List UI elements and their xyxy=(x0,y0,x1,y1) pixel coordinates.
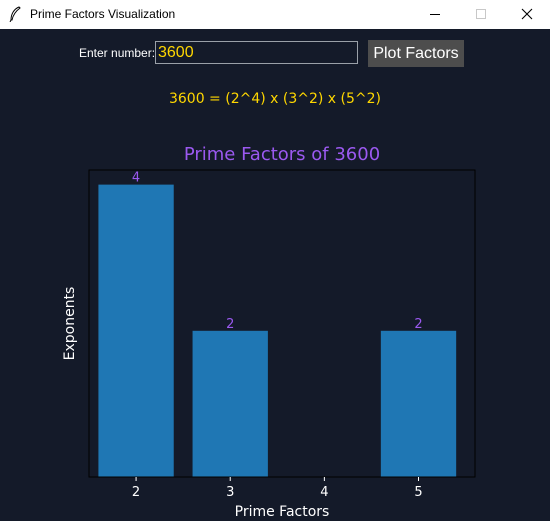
title-bar[interactable]: Prime Factors Visualization xyxy=(0,0,550,29)
bar-value-label: 4 xyxy=(132,171,140,186)
minimize-button[interactable] xyxy=(412,0,458,29)
x-tick-label: 4 xyxy=(320,485,328,500)
x-axis-label: Prime Factors xyxy=(235,504,330,520)
bar xyxy=(98,184,174,477)
bar-value-label: 2 xyxy=(414,317,422,332)
number-input[interactable] xyxy=(155,41,358,64)
maximize-icon xyxy=(476,9,486,19)
plot-frame xyxy=(88,169,476,478)
bar xyxy=(380,330,457,477)
factorization-text: 3600 = (2^4) x (3^2) x (5^2) xyxy=(168,91,382,107)
plot-factors-button[interactable]: Plot Factors xyxy=(368,40,464,67)
window-title: Prime Factors Visualization xyxy=(30,7,176,21)
number-label: Enter number: xyxy=(79,46,156,60)
close-button[interactable] xyxy=(504,0,550,29)
chart-title: Prime Factors of 3600 xyxy=(184,144,380,165)
x-tick-label: 2 xyxy=(132,485,140,500)
x-tick-label: 3 xyxy=(226,485,234,500)
close-icon xyxy=(521,8,533,20)
maximize-button[interactable] xyxy=(458,0,504,29)
feather-icon xyxy=(9,6,21,22)
x-tick-label: 5 xyxy=(414,485,422,500)
y-axis-label: Exponents xyxy=(62,287,78,361)
minimize-icon xyxy=(430,14,440,15)
window-content xyxy=(0,29,550,521)
prime-factors-chart: Prime Factors of 3600 4 2 2 2 3 4 5 Prime Factor… xyxy=(62,144,476,520)
bar xyxy=(192,330,268,477)
bar-value-label: 2 xyxy=(226,317,234,332)
